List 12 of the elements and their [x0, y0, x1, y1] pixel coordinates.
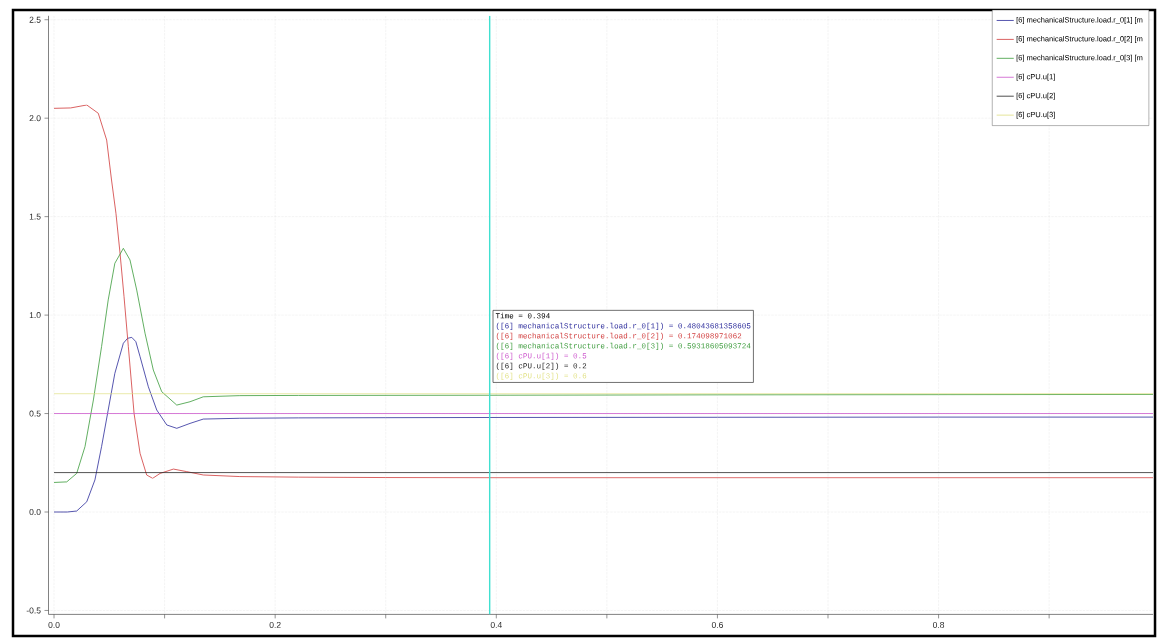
x-tick-label: 0.4: [490, 621, 502, 628]
y-tick-label: 1.5: [29, 213, 41, 220]
x-tick-label: 0.2: [269, 621, 281, 628]
x-tick-label: 0.8: [932, 621, 945, 628]
y-tick-label: 0.5: [29, 410, 41, 417]
y-tick-label: 0.0: [29, 509, 41, 516]
y-tick-label: 1.0: [29, 312, 41, 319]
y-tick-label: 2.0: [29, 115, 41, 122]
y-tick-label: 2.5: [29, 16, 41, 23]
x-tick-label: 0.6: [711, 621, 723, 628]
x-tick-label: 0.0: [48, 621, 60, 628]
y-tick-label: -0.5: [26, 607, 41, 614]
